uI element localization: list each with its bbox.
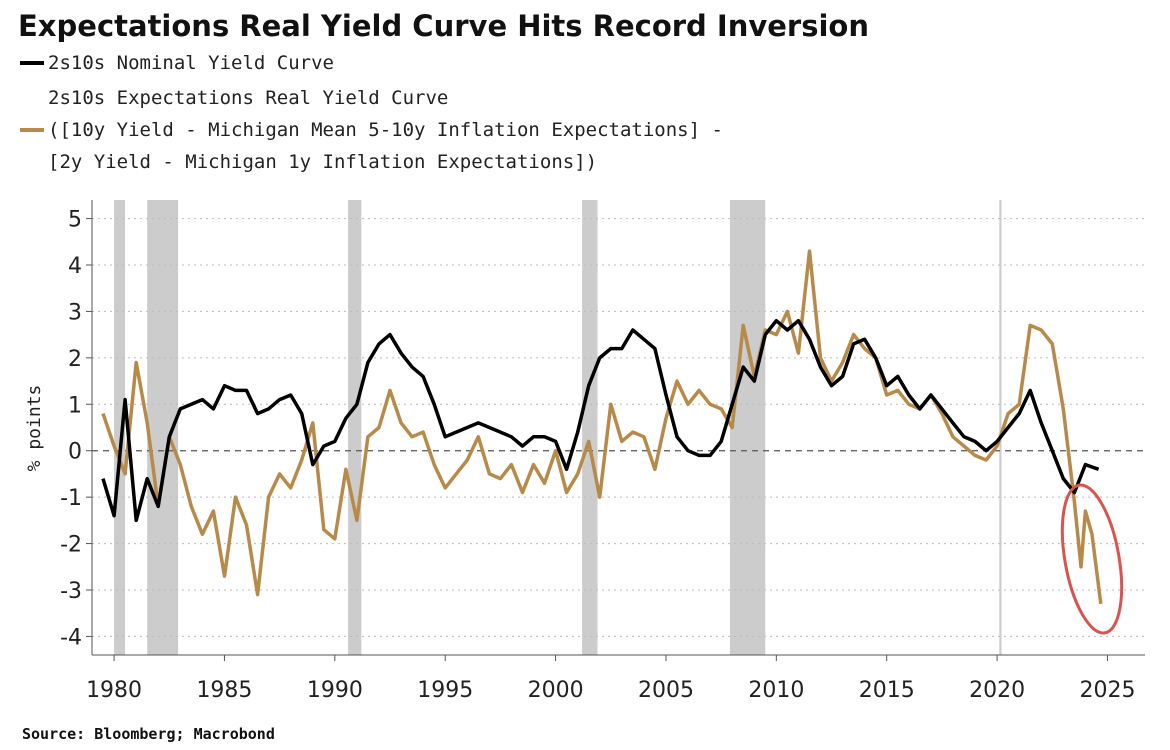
y-tick-label: 0 bbox=[68, 440, 82, 465]
y-tick-label: 1 bbox=[68, 393, 82, 418]
y-tick-label: 2 bbox=[68, 347, 82, 372]
y-tick-label: -4 bbox=[60, 625, 82, 650]
legend-label: 2s10s Expectations Real Yield Curve ([10y… bbox=[48, 87, 723, 173]
y-axis-label: % points bbox=[24, 385, 45, 472]
series-line bbox=[101, 318, 1100, 523]
x-tick-label: 2025 bbox=[1079, 678, 1135, 703]
x-tick-label: 2010 bbox=[748, 678, 804, 703]
x-tick-label: 1995 bbox=[417, 678, 473, 703]
recession-band bbox=[999, 200, 1002, 655]
series-line bbox=[101, 249, 1103, 605]
legend-label: 2s10s Nominal Yield Curve bbox=[48, 52, 334, 74]
recession-band bbox=[582, 200, 598, 655]
y-tick-label: -3 bbox=[60, 579, 82, 604]
x-tick-label: 2000 bbox=[528, 678, 584, 703]
recession-band bbox=[114, 200, 126, 655]
y-tick-label: 5 bbox=[68, 208, 82, 233]
recession-band bbox=[729, 200, 766, 655]
recession-band bbox=[348, 200, 362, 655]
highlight-circle bbox=[1060, 483, 1124, 635]
x-tick-label: 2020 bbox=[969, 678, 1025, 703]
y-tick-label: 3 bbox=[68, 300, 82, 325]
x-tick-label: 1990 bbox=[307, 678, 363, 703]
x-tick-label: 2015 bbox=[859, 678, 915, 703]
source: Source: Bloomberg; Macrobond bbox=[22, 725, 275, 743]
x-tick-label: 1980 bbox=[86, 678, 142, 703]
y-tick-label: -1 bbox=[60, 486, 82, 511]
x-tick-label: 1985 bbox=[196, 678, 252, 703]
y-tick-label: -2 bbox=[60, 533, 82, 558]
chart-title: Expectations Real Yield Curve Hits Recor… bbox=[18, 9, 869, 43]
y-tick-label: 4 bbox=[68, 254, 82, 279]
x-tick-label: 2005 bbox=[638, 678, 694, 703]
